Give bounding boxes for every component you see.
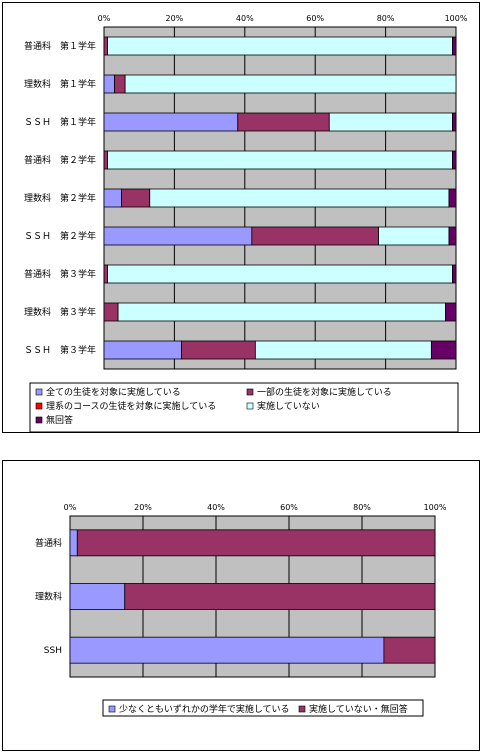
legend-label: 実施していない [257, 400, 320, 412]
bar-segment [445, 302, 457, 322]
legend-box [29, 382, 459, 433]
category-label: 理数科 第１学年 [24, 78, 96, 90]
x-tick-label: 60% [306, 14, 324, 23]
bar-segment [448, 188, 457, 208]
bar-segment [103, 340, 182, 360]
bar-segment [107, 36, 453, 56]
bar-segment [117, 302, 446, 322]
bar-segment [124, 583, 436, 610]
bar-segment [103, 264, 108, 284]
bar-segment [69, 529, 78, 557]
legend-swatch [246, 388, 254, 396]
legend-label: 理系のコースの生徒を対象に実施している [46, 400, 216, 412]
bar-segment [103, 302, 119, 322]
bar-segment [76, 529, 436, 557]
bar-segment [237, 112, 330, 132]
x-tick-label: 80% [353, 503, 371, 512]
bar-segment [254, 340, 432, 360]
x-tick-label: 100% [445, 14, 468, 23]
bar-segment [107, 264, 453, 284]
bar-segment [103, 150, 108, 170]
category-label: 理数科 第２学年 [24, 192, 96, 204]
category-label: ＳＳＨ 第１学年 [24, 116, 96, 128]
legend-label: 少なくともいずれかの学年で実施している [119, 703, 290, 715]
bar-segment [378, 226, 450, 246]
x-tick-label: 0% [98, 14, 111, 23]
legend-swatch [298, 705, 306, 713]
legend-swatch [35, 402, 43, 410]
bar-segment [149, 188, 450, 208]
bar-segment [452, 36, 457, 56]
bar-segment [251, 226, 379, 246]
category-label: 理数科 [35, 591, 62, 603]
legend-swatch [35, 416, 43, 424]
bar-segment [103, 226, 253, 246]
bar-segment [452, 112, 457, 132]
bar-segment [328, 112, 453, 132]
x-tick-label: 100% [424, 503, 447, 512]
bar-segment [383, 636, 436, 664]
bar-segment [103, 188, 123, 208]
x-tick-label: 40% [236, 14, 254, 23]
legend-label: 実施していない・無回答 [309, 703, 408, 715]
legend-label: 全ての生徒を対象に実施している [46, 386, 181, 398]
bar-segment [69, 583, 126, 610]
category-label: 理数科 第３学年 [24, 306, 96, 318]
chart-panel-by-grade: 0% 20% 40% 60% 80% 100% 普通科 第１学年 理数科 第１学年 ＳＳＨ 第１… [2, 2, 480, 433]
x-tick-label: 20% [134, 503, 152, 512]
bar-segment [107, 150, 453, 170]
bar-segment [121, 188, 151, 208]
x-tick-label: 0% [64, 503, 77, 512]
bar-segment [103, 74, 115, 94]
bar-segment [124, 74, 457, 94]
category-label: ＳＳＨ 第２学年 [24, 230, 96, 242]
chart-panel-by-course: 0% 20% 40% 60% 80% 100% 普通科理数科 SSH 少なくともいずれかの学年で… [2, 460, 480, 751]
x-tick-label: 20% [166, 14, 184, 23]
bar-segment [181, 340, 256, 360]
bar-segment [448, 226, 457, 246]
x-tick-label: 80% [377, 14, 395, 23]
bar-segment [103, 36, 108, 56]
legend-swatch [246, 402, 254, 410]
bar-segment [114, 74, 126, 94]
legend-label: 一部の生徒を対象に実施している [257, 386, 392, 398]
bar-segment [103, 112, 239, 132]
category-label: ＳＳＨ 第３学年 [24, 344, 96, 356]
category-label: 普通科 第１学年 [24, 40, 96, 52]
legend-label: 無回答 [46, 414, 73, 426]
x-tick-label: 60% [280, 503, 298, 512]
category-label: SSH [44, 646, 62, 656]
legend-swatch [35, 388, 43, 396]
legend-box [102, 699, 424, 717]
category-label: 普通科 第２学年 [24, 154, 96, 166]
bar-segment [69, 636, 385, 664]
category-label: 普通科 第３学年 [24, 268, 96, 280]
category-label: 普通科 [35, 537, 62, 549]
x-tick-label: 40% [207, 503, 225, 512]
bar-segment [430, 340, 457, 360]
bar-segment [452, 264, 457, 284]
bar-segment [452, 150, 457, 170]
legend-swatch [108, 705, 116, 713]
